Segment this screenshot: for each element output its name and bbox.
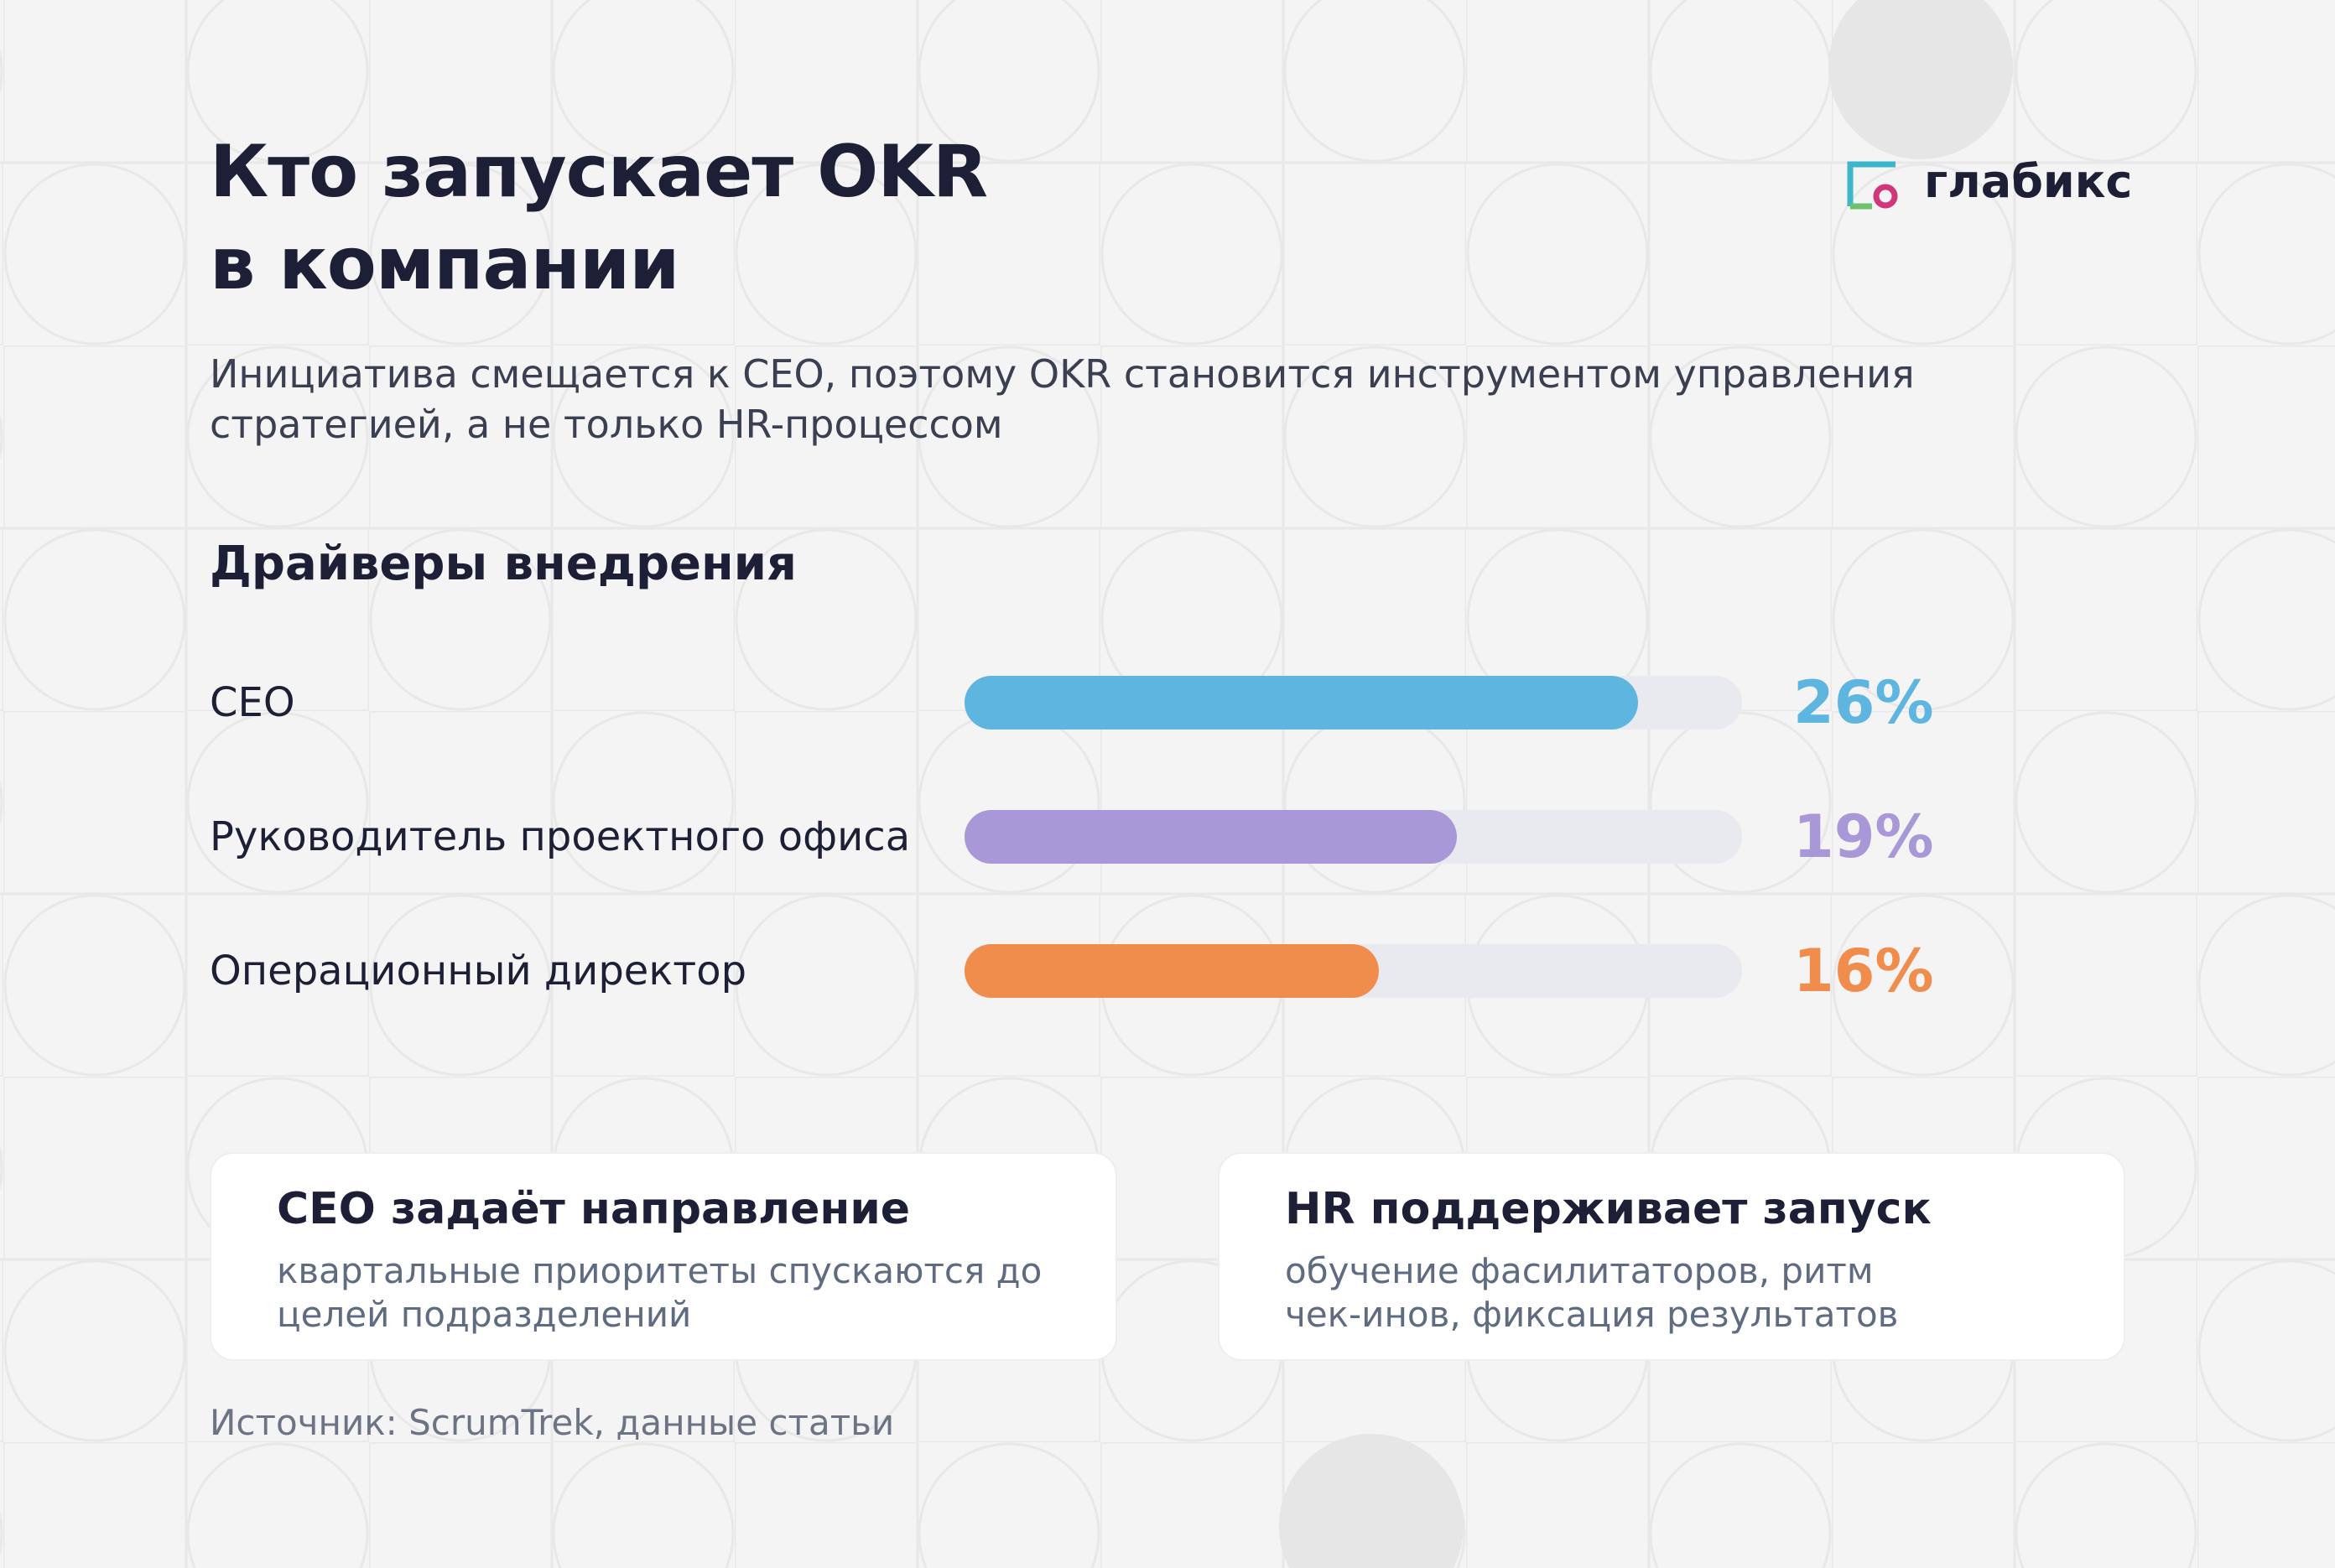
value-label: 19% bbox=[1793, 802, 1934, 871]
card: HR поддерживает запуск обучение фасилита… bbox=[1218, 1152, 2125, 1361]
card-title: HR поддерживает запуск bbox=[1285, 1184, 1932, 1234]
category-label: Операционный директор bbox=[210, 948, 747, 994]
card-text: квартальные приоритеты спускаются до цел… bbox=[277, 1250, 1043, 1335]
bar bbox=[965, 944, 1380, 998]
logo-text: глабикс bbox=[1924, 155, 2133, 208]
section-title: Драйверы внедрения bbox=[210, 537, 797, 591]
category-label: CEO bbox=[210, 679, 295, 726]
subtitle: Инициатива смещается к CEO, поэтому OKR … bbox=[210, 351, 1915, 447]
bar bbox=[965, 810, 1458, 864]
category-label: Руководитель проектного офиса bbox=[210, 813, 911, 860]
bar bbox=[965, 676, 1639, 729]
title: Кто запускает OKR в компании bbox=[210, 130, 988, 306]
card: CEO задаёт направление квартальные приор… bbox=[210, 1152, 1117, 1361]
value-label: 16% bbox=[1793, 937, 1934, 1005]
card-title: CEO задаёт направление bbox=[277, 1184, 911, 1234]
source: Источник: ScrumTrek, данные статьи bbox=[210, 1402, 895, 1443]
value-label: 26% bbox=[1793, 668, 1934, 737]
logo-icon bbox=[1847, 161, 1898, 210]
card-text: обучение фасилитаторов, ритм чек-инов, ф… bbox=[1285, 1250, 1899, 1335]
